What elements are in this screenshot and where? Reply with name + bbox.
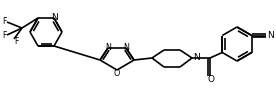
- Text: N: N: [193, 53, 199, 63]
- Text: O: O: [114, 69, 120, 77]
- Text: O: O: [208, 76, 214, 84]
- Text: N: N: [105, 43, 111, 51]
- Text: F: F: [2, 17, 6, 27]
- Text: F: F: [2, 30, 6, 40]
- Text: N: N: [267, 31, 274, 40]
- Text: N: N: [123, 43, 129, 51]
- Text: N: N: [52, 14, 59, 22]
- Text: F: F: [14, 38, 18, 46]
